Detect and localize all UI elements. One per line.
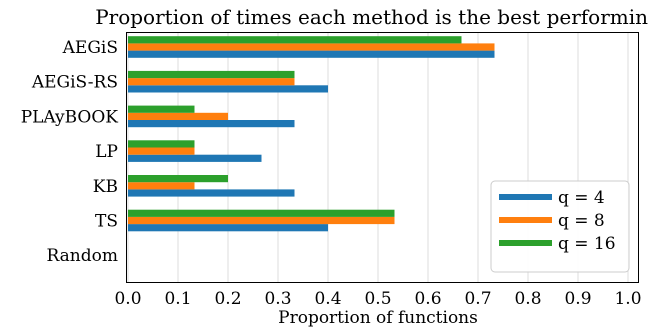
x-tick-label: 0.0 — [114, 289, 141, 309]
bar — [128, 140, 195, 148]
x-tick-label: 0.2 — [214, 289, 241, 309]
bar — [128, 78, 295, 86]
bar — [128, 147, 195, 155]
y-tick-label: AEGiS-RS — [31, 73, 118, 93]
bar — [128, 36, 462, 44]
x-tick-labels: 0.0 0.1 0.2 0.3 0.4 0.5 0.6 0.7 0.8 0.9 1.0 — [114, 289, 641, 309]
bars — [128, 36, 495, 232]
chart-title: Proportion of times each method is the b… — [95, 5, 649, 29]
plot-frame — [126, 32, 639, 283]
legend-label: q = 16 — [558, 234, 616, 254]
bar — [128, 189, 295, 197]
bar — [128, 85, 328, 93]
bar — [128, 70, 295, 79]
x-tick-label: 0.7 — [464, 289, 491, 309]
x-tick-label: 0.9 — [564, 289, 591, 309]
x-tick-label: 0.8 — [514, 289, 541, 309]
bar — [128, 175, 228, 183]
x-tick-label: 0.1 — [164, 289, 191, 309]
x-tick-label: 0.6 — [414, 289, 441, 309]
x-tick-label: 1.0 — [614, 289, 641, 309]
bar — [128, 216, 395, 225]
bar — [128, 112, 228, 120]
x-tick-label: 0.3 — [264, 289, 291, 309]
y-tick-label: AEGiS — [62, 38, 118, 58]
y-tick-labels: AEGiS AEGiS-RS PLAyBOOK LP KB TS Random — [21, 38, 119, 266]
x-tick-label: 0.5 — [364, 289, 391, 309]
x-axis-label: Proportion of functions — [278, 308, 478, 327]
y-tick-label: KB — [93, 177, 118, 197]
bar — [128, 182, 195, 190]
legend-box — [490, 180, 630, 273]
y-tick-label: PLAyBOOK — [21, 107, 119, 127]
bar — [128, 154, 262, 162]
y-tick-label: Random — [46, 246, 118, 266]
bar — [128, 105, 195, 113]
y-tick-label: TS — [95, 212, 118, 232]
legend-label: q = 4 — [558, 188, 605, 208]
bar — [128, 50, 495, 58]
bar — [128, 209, 395, 217]
legend: q = 4 q = 8 q = 16 — [490, 180, 630, 273]
bar — [128, 120, 295, 128]
x-tick-label: 0.4 — [314, 289, 341, 309]
bar — [128, 43, 495, 51]
legend-label: q = 8 — [558, 211, 605, 231]
y-tick-label: LP — [95, 142, 118, 162]
bar — [128, 224, 328, 232]
